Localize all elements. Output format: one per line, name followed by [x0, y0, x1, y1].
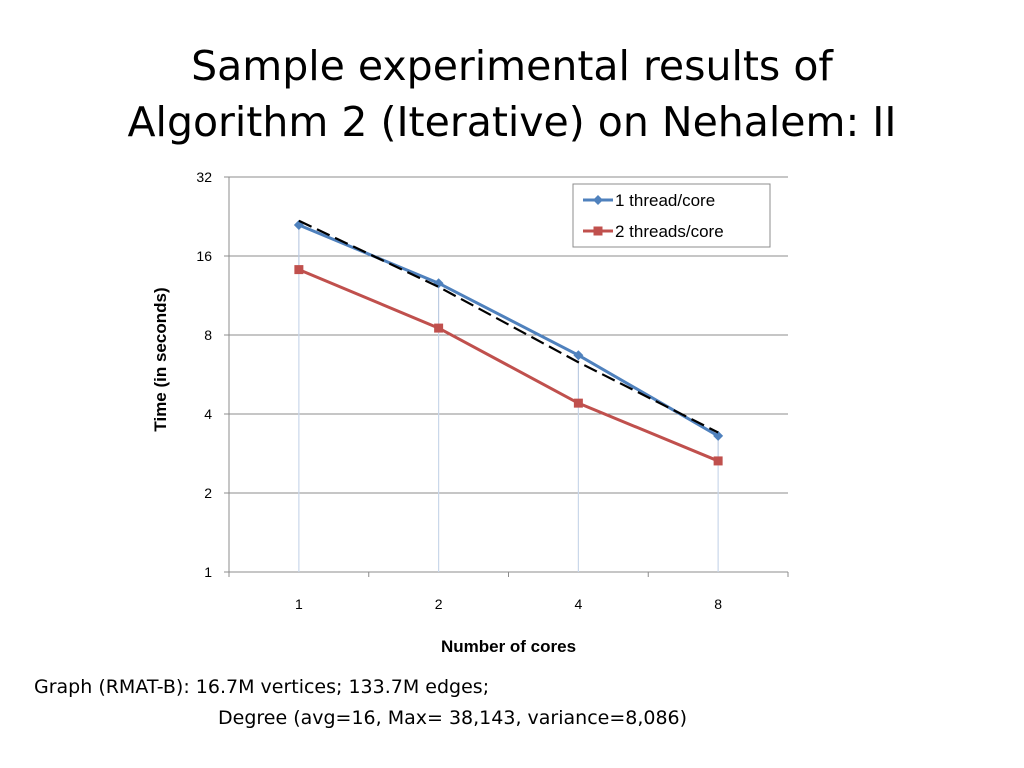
x-axis-title: Number of cores	[441, 637, 576, 656]
series-line-1	[298, 223, 719, 438]
y-tick-label: 16	[196, 248, 212, 264]
x-tick-label: 2	[435, 596, 443, 612]
legend-label: 2 threads/core	[615, 222, 724, 241]
data-point	[434, 323, 444, 333]
legend-marker	[593, 226, 603, 236]
x-tick-label: 8	[714, 596, 722, 612]
slide-title-line-1: Sample experimental results of	[191, 42, 833, 90]
legend-label: 1 thread/core	[615, 191, 715, 210]
ideal-trend-line	[298, 219, 719, 434]
data-point	[294, 265, 304, 275]
data-point	[713, 430, 724, 441]
y-tick-label: 2	[204, 485, 212, 501]
x-tick-label: 4	[574, 596, 582, 612]
legend-box	[572, 183, 771, 248]
y-tick-label: 1	[204, 564, 212, 580]
x-tick-label: 1	[295, 596, 303, 612]
data-point	[713, 456, 723, 466]
y-tick-label: 8	[204, 327, 212, 343]
legend-marker	[593, 195, 603, 205]
data-point	[573, 350, 584, 361]
slide-title: Sample experimental results of Algorithm…	[0, 38, 1024, 150]
degree-caption: Degree (avg=16, Max= 38,143, variance=8,…	[218, 707, 688, 729]
y-tick-label: 4	[204, 406, 212, 422]
data-point	[573, 398, 583, 408]
data-point	[433, 278, 444, 289]
graph-caption: Graph (RMAT-B): 16.7M vertices; 133.7M e…	[34, 676, 490, 698]
legend: 1 thread/core 2 threads/core	[572, 183, 771, 248]
series-line-2	[298, 268, 719, 463]
y-tick-label: 32	[196, 169, 212, 185]
slide-title-line-2: Algorithm 2 (Iterative) on Nehalem: II	[127, 98, 897, 146]
y-axis-title: Time (in seconds)	[151, 287, 170, 431]
